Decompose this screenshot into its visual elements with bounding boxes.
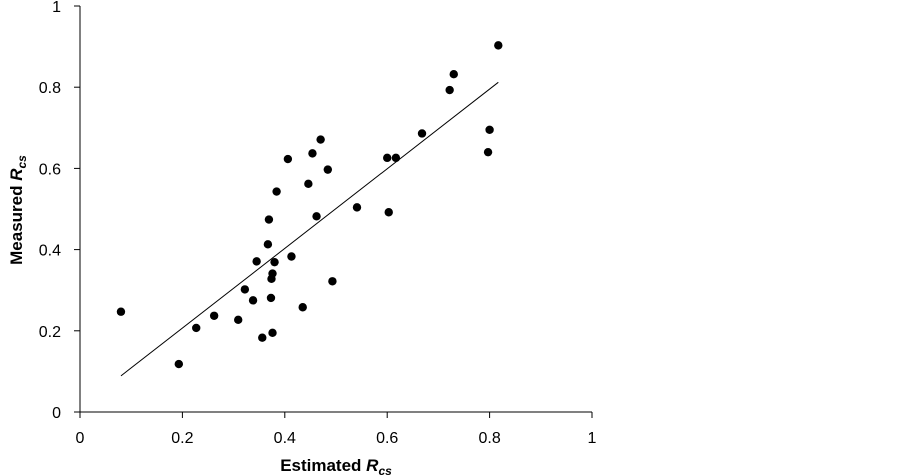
x-axis-title-sub: cs xyxy=(378,464,392,476)
data-point xyxy=(174,359,184,369)
data-point xyxy=(266,293,276,303)
data-point xyxy=(268,269,277,278)
y-tick-label: 0.4 xyxy=(39,243,61,260)
data-point xyxy=(304,179,313,189)
y-tick-label: 0 xyxy=(52,405,61,422)
x-axis-ticks: 0 0.2 0.4 0.6 0.8 1 xyxy=(76,412,597,447)
data-point xyxy=(252,257,261,266)
trendline-group xyxy=(120,81,499,377)
y-tick-label: 1 xyxy=(52,0,61,16)
x-tick-label: 0.2 xyxy=(171,430,193,447)
data-point xyxy=(240,285,250,294)
x-axis-title-main: Estimated xyxy=(280,456,366,475)
data-point xyxy=(316,135,325,144)
x-tick-label: 0.4 xyxy=(274,430,296,447)
data-points xyxy=(116,41,503,369)
x-tick-label: 0 xyxy=(76,430,85,447)
y-tick-label: 0.8 xyxy=(39,80,61,97)
data-point xyxy=(298,303,307,312)
y-axis-title-main: Measured xyxy=(7,181,26,265)
data-point xyxy=(391,153,401,163)
data-point xyxy=(272,187,281,196)
data-point xyxy=(308,149,317,158)
data-point xyxy=(270,257,279,267)
data-point xyxy=(209,311,219,320)
data-point xyxy=(268,328,277,338)
x-axis-title: Estimated Rcs xyxy=(280,456,392,476)
data-point xyxy=(234,315,243,325)
data-point xyxy=(383,153,392,163)
data-point xyxy=(312,212,321,221)
axes xyxy=(79,6,592,413)
data-point xyxy=(328,277,337,286)
y-tick-label: 0.6 xyxy=(39,161,61,178)
data-point xyxy=(287,252,296,261)
data-point xyxy=(483,147,493,157)
x-tick-label: 0.8 xyxy=(478,430,500,447)
data-point xyxy=(323,165,333,174)
data-point xyxy=(116,307,126,316)
x-tick-label: 1 xyxy=(588,430,597,447)
y-axis-title: Measured Rcs xyxy=(7,155,29,265)
x-tick-label: 0.6 xyxy=(376,430,398,447)
data-point xyxy=(485,125,494,135)
x-axis-title-var: R xyxy=(366,456,379,475)
data-point xyxy=(283,154,293,164)
data-point xyxy=(264,215,274,224)
data-point xyxy=(417,129,427,138)
data-point xyxy=(352,203,362,212)
data-point xyxy=(192,323,201,333)
data-point xyxy=(494,41,503,50)
data-point xyxy=(449,70,458,79)
y-axis-ticks: 0 0.2 0.4 0.6 0.8 1 xyxy=(39,0,80,422)
y-axis-title-var: R xyxy=(7,168,26,181)
y-tick-label: 0.2 xyxy=(39,324,61,341)
y-axis-title-sub: cs xyxy=(15,155,29,169)
data-point xyxy=(248,296,258,305)
trendline xyxy=(120,81,499,377)
data-point xyxy=(445,85,454,95)
data-point xyxy=(263,240,273,249)
data-point xyxy=(258,333,267,342)
data-point xyxy=(384,208,393,217)
